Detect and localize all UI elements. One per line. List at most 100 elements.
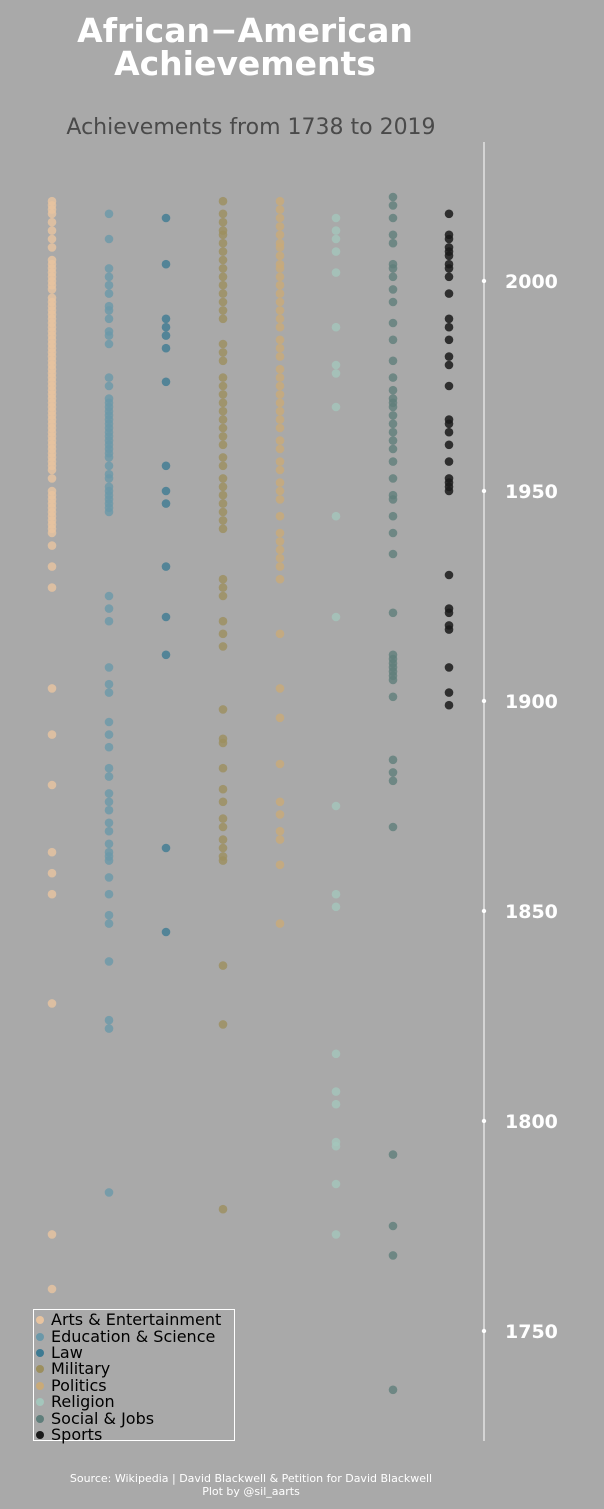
data-point (331, 247, 341, 256)
data-point (47, 243, 57, 252)
legend-item: Arts & Entertainment (36, 1312, 234, 1328)
data-point (444, 322, 454, 332)
data-point (47, 1284, 57, 1294)
legend-label: Education & Science (51, 1326, 216, 1346)
series-sports (444, 209, 454, 710)
data-point (47, 847, 57, 857)
data-point (218, 583, 228, 592)
data-point (388, 549, 398, 559)
y-tick-label: 1750 (505, 1321, 558, 1343)
data-point (444, 251, 454, 261)
data-point (218, 339, 228, 349)
data-point (275, 243, 285, 252)
data-point (331, 234, 341, 244)
data-point (275, 289, 285, 298)
data-point (104, 306, 114, 315)
data-point (388, 528, 398, 538)
data-point (218, 524, 228, 534)
data-point (388, 272, 398, 282)
data-point (444, 272, 454, 282)
data-point (388, 444, 398, 454)
data-point (444, 700, 454, 710)
data-point (218, 373, 228, 382)
legend-item: Military (36, 1361, 234, 1377)
data-point (218, 406, 228, 416)
data-point (218, 1020, 228, 1029)
data-point (218, 196, 228, 206)
data-point (275, 314, 285, 324)
y-tick-label: 1950 (505, 481, 558, 503)
data-point (47, 209, 57, 219)
data-point (218, 264, 228, 273)
data-point (161, 612, 171, 622)
data-point (388, 457, 398, 466)
legend-swatch (36, 1414, 44, 1423)
data-point (388, 411, 398, 420)
data-point (275, 495, 285, 504)
data-point (161, 562, 171, 571)
data-point (275, 205, 285, 214)
data-point (275, 810, 285, 819)
data-point (388, 1150, 398, 1159)
legend-item: Law (36, 1342, 234, 1362)
data-point (218, 574, 228, 584)
data-point (104, 209, 114, 219)
legend-swatch (36, 1332, 44, 1341)
series-arts-entertainment (47, 196, 57, 1294)
legend-swatch (36, 1398, 44, 1407)
data-point (104, 616, 114, 626)
y-tick-label: 1800 (505, 1111, 558, 1133)
data-point (218, 314, 228, 324)
data-point (218, 453, 228, 462)
data-point (275, 213, 285, 223)
data-point (275, 478, 285, 487)
data-point (444, 314, 454, 324)
legend-swatch (36, 1348, 44, 1357)
data-point (275, 562, 285, 571)
data-point (444, 234, 454, 244)
data-point (218, 390, 228, 399)
data-point (275, 352, 285, 361)
data-point (275, 860, 285, 870)
data-point (388, 201, 398, 210)
legend-swatch (36, 1365, 44, 1374)
data-point (161, 461, 171, 471)
data-point (47, 583, 57, 592)
data-point (331, 322, 341, 332)
data-point (275, 415, 285, 424)
data-point (104, 272, 114, 282)
data-point (444, 352, 454, 361)
data-point (218, 356, 228, 366)
data-point (275, 457, 285, 466)
data-point (218, 1204, 228, 1214)
data-point (444, 360, 454, 370)
data-point (218, 209, 228, 219)
data-point (218, 381, 228, 391)
data-point (275, 919, 285, 928)
data-point (104, 339, 114, 349)
data-point (275, 684, 285, 693)
data-point (331, 1099, 341, 1109)
data-point (275, 196, 285, 206)
data-point (104, 507, 114, 517)
data-point (218, 440, 228, 450)
data-point (104, 474, 114, 483)
legend-label: Law (51, 1342, 83, 1362)
data-point (104, 1024, 114, 1033)
data-point (331, 213, 341, 223)
chart-subtitle: Achievements from 1738 to 2019 (66, 115, 436, 140)
data-point (218, 763, 228, 773)
data-point (47, 226, 57, 235)
series-social-jobs (388, 192, 398, 1395)
data-point (388, 822, 398, 832)
data-point (218, 835, 228, 844)
data-point (275, 398, 285, 408)
data-point (388, 297, 398, 307)
data-point (47, 730, 57, 739)
data-point (104, 461, 114, 471)
data-point (388, 192, 398, 202)
legend-item: Politics (36, 1377, 234, 1394)
data-point (218, 230, 228, 240)
data-point (388, 755, 398, 765)
